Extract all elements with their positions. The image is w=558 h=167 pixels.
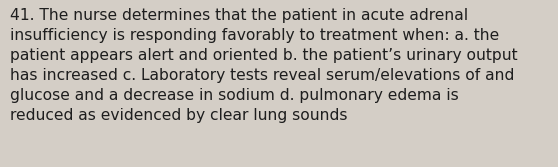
Text: 41. The nurse determines that the patient in acute adrenal
insufficiency is resp: 41. The nurse determines that the patien… (10, 8, 518, 123)
